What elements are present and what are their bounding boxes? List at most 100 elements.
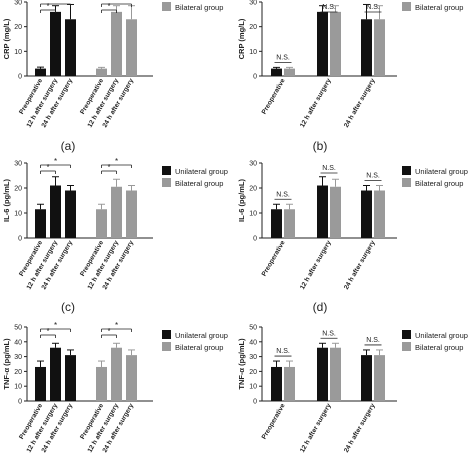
bar	[111, 186, 122, 238]
bar	[330, 347, 341, 401]
x-tick-label: 12 h after surgery	[299, 239, 333, 291]
y-axis-label: TNF-α (pg/mL)	[237, 338, 246, 390]
legend-label: Bilateral group	[175, 179, 223, 188]
bar	[50, 185, 61, 238]
legend-label: Bilateral group	[175, 3, 223, 12]
y-tick-label: 30	[14, 354, 22, 361]
x-tick-label: 12 h after surgery	[299, 402, 333, 454]
legend-swatch	[402, 178, 411, 187]
y-tick-label: 10	[249, 384, 257, 391]
y-tick-label: 0	[253, 236, 257, 243]
y-tick-label: 0	[18, 236, 22, 243]
y-tick-label: 40	[14, 339, 22, 346]
x-tick-label: 24 h after surgery	[343, 239, 377, 291]
legend-swatch	[162, 178, 171, 187]
bar	[284, 366, 295, 401]
bar	[35, 366, 46, 401]
y-tick-label: 50	[249, 325, 257, 332]
panel-label-a: (a)	[61, 139, 76, 153]
bar	[284, 209, 295, 238]
bar	[284, 68, 295, 76]
bar	[96, 68, 107, 76]
bar	[374, 355, 385, 401]
significance-star: *	[115, 157, 118, 166]
x-tick-label: Preoperative	[261, 77, 287, 115]
legend-label: Bilateral group	[415, 179, 463, 188]
bar	[126, 355, 137, 401]
y-tick-label: 30	[249, 0, 257, 7]
ns-label: N.S.	[322, 165, 336, 172]
significance-star: *	[46, 2, 49, 11]
bar	[271, 209, 282, 238]
bar	[126, 190, 137, 238]
y-tick-label: 0	[253, 74, 257, 81]
y-tick-label: 0	[18, 399, 22, 406]
y-tick-label: 50	[14, 325, 22, 332]
ns-label: N.S.	[366, 337, 380, 344]
y-tick-label: 30	[14, 0, 22, 7]
y-tick-label: 20	[249, 24, 257, 31]
x-tick-label: 12 h after surgery	[299, 77, 333, 129]
ns-label: N.S.	[276, 191, 290, 198]
bar	[65, 355, 76, 401]
y-tick-label: 10	[249, 49, 257, 56]
y-tick-label: 30	[14, 161, 22, 168]
bar	[126, 19, 137, 76]
y-tick-label: 10	[249, 211, 257, 218]
bar	[330, 186, 341, 238]
bar	[271, 68, 282, 76]
x-tick-label: 24 h after surgery	[343, 77, 377, 129]
panel-label-d: (d)	[313, 300, 328, 314]
ns-label: N.S.	[366, 173, 380, 180]
bar	[317, 347, 328, 401]
bar	[50, 11, 61, 76]
y-tick-label: 30	[249, 354, 257, 361]
legend-label: Unilateral group	[175, 331, 228, 340]
x-tick-label: Preoperative	[261, 402, 287, 440]
ns-label: N.S.	[322, 4, 336, 11]
y-axis-label: TNF-α (pg/mL)	[2, 338, 11, 390]
legend-label: Unilateral group	[175, 167, 228, 176]
bar	[317, 185, 328, 238]
legend-swatch	[162, 330, 171, 339]
panel-label-b: (b)	[313, 139, 328, 153]
y-tick-label: 20	[14, 24, 22, 31]
legend-swatch	[162, 2, 171, 11]
bar	[330, 11, 341, 76]
significance-star: *	[46, 163, 49, 172]
significance-star: *	[107, 327, 110, 336]
bar	[361, 355, 372, 401]
significance-star: *	[46, 327, 49, 336]
panel-label-c: (c)	[61, 300, 75, 314]
ns-label: N.S.	[366, 4, 380, 11]
y-axis-label: CRP (mg/L)	[237, 18, 246, 59]
legend-swatch	[162, 342, 171, 351]
y-tick-label: 10	[14, 49, 22, 56]
legend-swatch	[402, 342, 411, 351]
y-tick-label: 10	[14, 211, 22, 218]
y-tick-label: 20	[249, 186, 257, 193]
bar	[35, 68, 46, 76]
legend-label: Bilateral group	[415, 343, 463, 352]
bar	[96, 366, 107, 401]
significance-star: *	[107, 163, 110, 172]
legend-swatch	[402, 2, 411, 11]
bar	[374, 19, 385, 76]
y-tick-label: 40	[249, 339, 257, 346]
significance-star: *	[115, 0, 118, 5]
bar	[361, 190, 372, 238]
bar	[35, 209, 46, 238]
bar	[111, 11, 122, 76]
significance-star: *	[107, 2, 110, 11]
y-axis-label: CRP (mg/L)	[2, 18, 11, 59]
bar	[271, 366, 282, 401]
y-axis-label: IL-6 (pg/mL)	[2, 179, 11, 222]
bar	[317, 11, 328, 76]
legend-label: Bilateral group	[175, 343, 223, 352]
ns-label: N.S.	[276, 348, 290, 355]
legend-label: Bilateral group	[415, 3, 463, 12]
x-tick-label: Preoperative	[261, 239, 287, 277]
bar	[374, 190, 385, 238]
legend-label: Unilateral group	[415, 331, 468, 340]
